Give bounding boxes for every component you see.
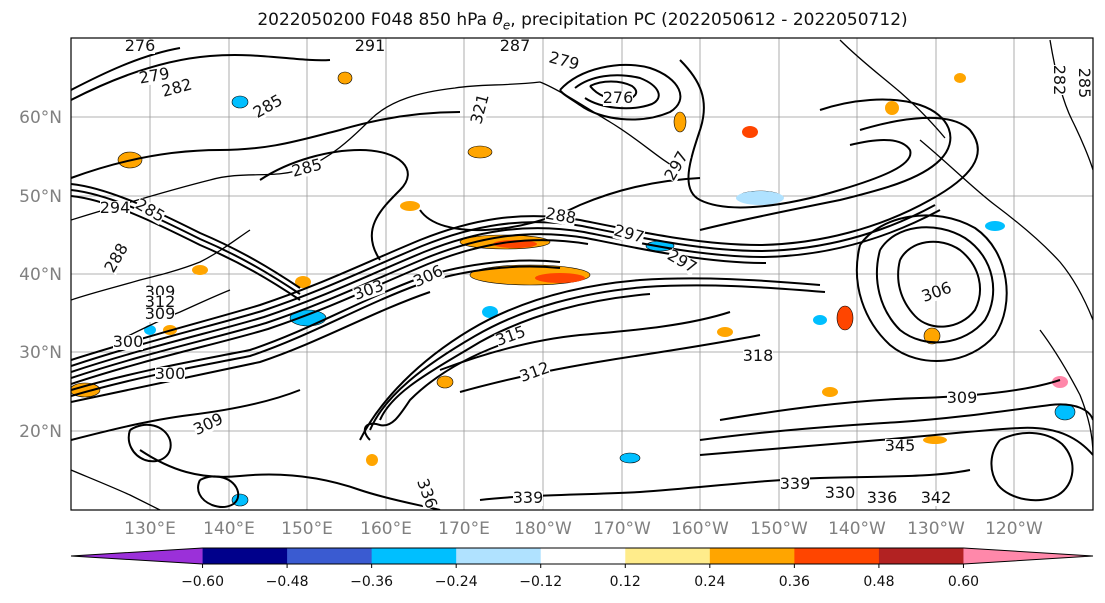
contour-label: 276: [125, 36, 156, 55]
contour-label: 312: [145, 292, 176, 311]
lat-label: 60°N: [19, 108, 62, 128]
lat-label: 20°N: [19, 422, 62, 442]
lon-label: 140°E: [203, 519, 255, 539]
colorbar-tick-label: 0.24: [694, 574, 725, 590]
contour-label: 318: [743, 346, 774, 365]
colorbar-tick-label: 0.60: [948, 574, 979, 590]
coastlines: [71, 39, 1093, 510]
contour-label: 287: [500, 36, 531, 55]
map-frame: [70, 37, 1094, 511]
lat-label: 50°N: [19, 187, 62, 207]
colorbar-bin: [540, 548, 626, 564]
svg-text:282: 282: [1050, 65, 1069, 96]
svg-text:336: 336: [867, 488, 898, 507]
colorbar-tick-label: 0.12: [610, 574, 641, 590]
latitude-labels: 60°N 50°N 40°N 30°N 20°N: [19, 108, 62, 442]
figure-title: 2022050200 F048 850 hPa θe, precipitatio…: [0, 10, 1105, 32]
lat-label: 30°N: [19, 343, 62, 363]
svg-text:291: 291: [355, 36, 386, 55]
colorbar-bin: [625, 548, 711, 564]
colorbar-bin: [371, 548, 457, 564]
contour-label: 276: [603, 88, 634, 107]
contour-label: 342: [921, 488, 952, 507]
theta-e-contours: [71, 47, 1093, 510]
svg-text:294: 294: [100, 198, 131, 217]
colorbar-bin: [794, 548, 880, 564]
svg-text:276: 276: [125, 36, 156, 55]
svg-text:312: 312: [145, 292, 176, 311]
contour-label: 285: [1075, 68, 1094, 99]
title-prefix: 2022050200 F048 850 hPa: [257, 10, 493, 30]
contour-label: 294: [100, 198, 131, 217]
svg-text:318: 318: [743, 346, 774, 365]
colorbar-bin: [709, 548, 795, 564]
colorbar-bin: [287, 548, 373, 564]
contour-label: 336: [867, 488, 898, 507]
colorbar-bin: [878, 548, 964, 564]
colorbar-extend-right: [963, 548, 1093, 564]
colorbar-tick-label: −0.60: [181, 574, 224, 590]
lon-label: 180°W: [514, 519, 572, 539]
lon-label: 160°W: [671, 519, 729, 539]
lon-label: 140°W: [828, 519, 886, 539]
colorbar-tick-label: 0.36: [779, 574, 810, 590]
longitude-labels: 130°E 140°E 150°E 160°E 170°E 180°W 170°W 160°W…: [124, 519, 1043, 539]
colorbar: −0.60 −0.48 −0.36 −0.24 −0.12 0.12 0.24 0.36 0.4…: [70, 547, 1094, 590]
lon-label: 170°W: [593, 519, 651, 539]
lat-label: 40°N: [19, 265, 62, 285]
lon-label: 150°W: [750, 519, 808, 539]
title-suffix: , precipitation PC (2022050612 - 2022050…: [510, 10, 908, 30]
contour-label: 291: [355, 36, 386, 55]
svg-text:309: 309: [145, 304, 176, 323]
lon-label: 150°E: [281, 519, 333, 539]
colorbar-bin: [202, 548, 288, 564]
contour-label: 300: [155, 364, 186, 383]
svg-text:330: 330: [825, 483, 856, 502]
svg-text:276: 276: [603, 88, 634, 107]
colorbar-tick-label: −0.48: [266, 574, 309, 590]
contour-label: 330: [825, 483, 856, 502]
svg-text:300: 300: [155, 364, 186, 383]
svg-text:345: 345: [885, 436, 916, 455]
colorbar-tick-label: −0.36: [350, 574, 393, 590]
colorbar-tick-label: −0.24: [435, 574, 478, 590]
contour-label: 309: [947, 388, 978, 407]
title-subscript: e: [502, 18, 511, 33]
svg-text:309: 309: [947, 388, 978, 407]
lon-label: 170°E: [438, 519, 490, 539]
contour-label: 309: [145, 304, 176, 323]
title-theta: θ: [492, 10, 503, 30]
svg-text:342: 342: [921, 488, 952, 507]
colorbar-tick-label: 0.48: [863, 574, 894, 590]
contour-label: 339: [513, 488, 544, 507]
lon-label: 160°E: [360, 519, 412, 539]
svg-text:300: 300: [113, 332, 144, 351]
svg-text:339: 339: [780, 474, 811, 493]
lon-label: 130°E: [124, 519, 176, 539]
contour-label: 339: [780, 474, 811, 493]
contour-label: 345: [885, 436, 916, 455]
colorbar-bin: [456, 548, 542, 564]
svg-text:287: 287: [500, 36, 531, 55]
lon-label: 130°W: [907, 519, 965, 539]
contour-label: 300: [113, 332, 144, 351]
svg-text:285: 285: [1075, 68, 1094, 99]
colorbar-extend-left: [71, 548, 203, 564]
svg-text:339: 339: [513, 488, 544, 507]
contour-label: 282: [1050, 65, 1069, 96]
colorbar-tick-label: −0.12: [519, 574, 562, 590]
lon-label: 120°W: [985, 519, 1043, 539]
contour-label: 297: [612, 221, 646, 247]
